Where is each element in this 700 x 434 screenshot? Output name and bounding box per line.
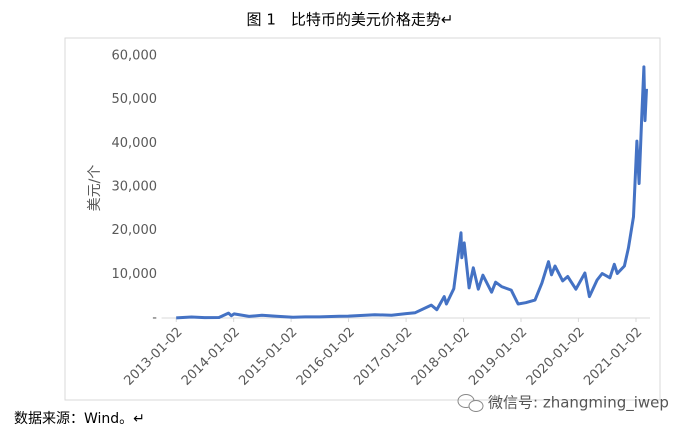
x-tick-label: 2021-01-02 — [581, 325, 645, 389]
y-tick-label: 20,000 — [112, 223, 158, 238]
chart-title: 图 1 比特币的美元价格走势↵ — [247, 11, 454, 29]
y-tick-label: 10,000 — [112, 267, 158, 282]
x-tick-label: 2018-01-02 — [409, 325, 473, 389]
x-tick-label: 2015-01-02 — [236, 325, 300, 389]
watermark-icon — [457, 394, 484, 412]
x-tick-label: 2020-01-02 — [524, 325, 588, 389]
x-tick-label: 2014-01-02 — [179, 325, 243, 389]
x-tick-label: 2016-01-02 — [294, 325, 358, 389]
source-note: 数据来源：Wind。↵ — [14, 411, 145, 427]
price-line — [176, 65, 648, 320]
y-axis-label: 美元/个 — [87, 165, 103, 212]
x-tick-label: 2013-01-02 — [121, 325, 185, 389]
x-tick-label: 2017-01-02 — [351, 325, 415, 389]
y-tick-label: 60,000 — [112, 49, 158, 64]
x-tick-label: 2019-01-02 — [466, 325, 530, 389]
y-tick-label: 50,000 — [112, 92, 158, 107]
y-tick-label: 40,000 — [112, 136, 158, 151]
watermark: 微信号: zhangming_iwep — [488, 394, 669, 413]
chart-frame — [64, 37, 661, 401]
y-tick-label: - — [152, 311, 157, 326]
y-tick-label: 30,000 — [112, 180, 158, 195]
